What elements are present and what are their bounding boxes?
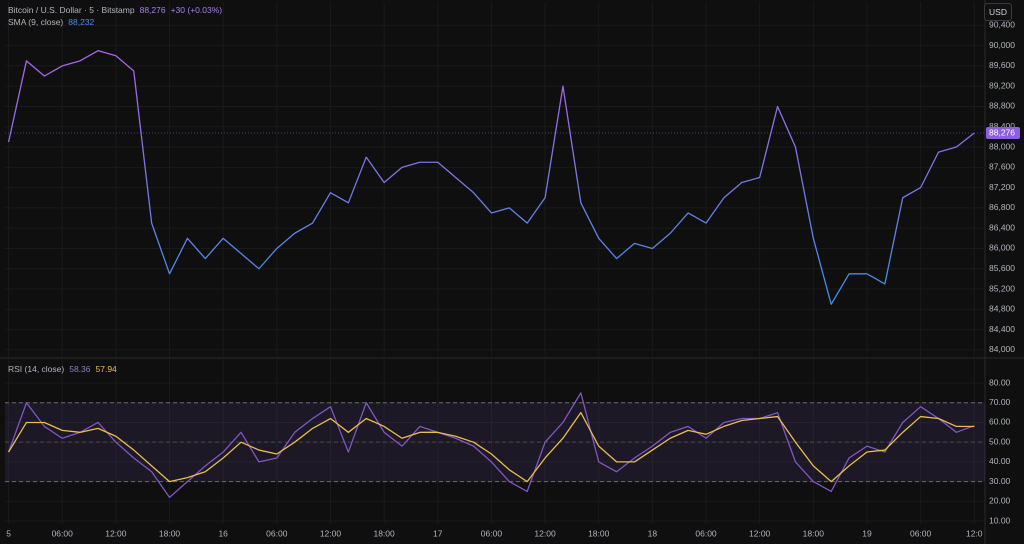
last-price-label: 88,276 [989, 127, 1015, 137]
sma-name: SMA (9, close) [8, 17, 64, 27]
y-tick-label: 50.00 [989, 436, 1011, 446]
series-line [8, 411, 975, 483]
x-tick-label: 12:00 [534, 528, 556, 538]
x-tick-label: 12:0 [966, 528, 983, 538]
rsi-name: RSI (14, close) [8, 364, 65, 374]
last-price-badge [986, 127, 1020, 140]
x-tick-label: 18:00 [588, 528, 610, 538]
series-line [7, 392, 975, 499]
sma-value: 88,232 [68, 17, 95, 27]
x-tick-label: 12:00 [320, 528, 342, 538]
rsi-legend: RSI (14, close) 58.36 57.94 [8, 364, 117, 374]
x-tick-label: 18:00 [159, 528, 181, 538]
x-tick-label: 06:00 [910, 528, 932, 538]
x-tick-label: 18 [648, 528, 658, 538]
y-tick-label: 84,000 [989, 344, 1015, 354]
y-tick-label: 84,800 [989, 304, 1015, 314]
y-tick-label: 80.00 [989, 377, 1011, 387]
x-tick-label: 17 [433, 528, 443, 538]
y-tick-label: 85,600 [989, 263, 1015, 273]
x-tick-label: 18:00 [373, 528, 395, 538]
y-tick-label: 85,200 [989, 283, 1015, 293]
last-price: 88,276 [139, 5, 166, 15]
y-tick-label: 84,400 [989, 324, 1015, 334]
y-tick-label: 20.00 [989, 496, 1011, 506]
x-tick-label: 06:00 [481, 528, 503, 538]
x-tick-label: 18:00 [803, 528, 825, 538]
y-tick-label: 10.00 [989, 515, 1011, 525]
series-line [7, 50, 975, 305]
y-tick-label: 86,800 [989, 202, 1015, 212]
price-legend: Bitcoin / U.S. Dollar · 5 · Bitstamp 88,… [8, 5, 222, 15]
y-tick-label: 89,200 [989, 80, 1015, 90]
y-tick-label: 90,000 [989, 40, 1015, 50]
x-tick-label: 5 [6, 528, 11, 538]
y-tick-label: 30.00 [989, 476, 1011, 486]
currency-button[interactable]: USD [984, 3, 1012, 21]
y-tick-label: 89,600 [989, 60, 1015, 70]
y-tick-label: 87,200 [989, 182, 1015, 192]
y-tick-label: 87,600 [989, 162, 1015, 172]
x-tick-label: 12:00 [749, 528, 771, 538]
x-tick-label: 06:00 [695, 528, 717, 538]
x-tick-label: 06:00 [52, 528, 74, 538]
y-tick-label: 86,000 [989, 243, 1015, 253]
y-tick-label: 88,400 [989, 121, 1015, 131]
rsi-value: 58.36 [69, 364, 91, 374]
y-tick-label: 86,400 [989, 222, 1015, 232]
rsi-ma-value: 57.94 [95, 364, 117, 374]
x-tick-label: 16 [218, 528, 228, 538]
price-change: +30 (+0.03%) [170, 5, 223, 15]
y-tick-label: 60.00 [989, 417, 1011, 427]
y-tick-label: 88,000 [989, 141, 1015, 151]
symbol-title: Bitcoin / U.S. Dollar · 5 · Bitstamp [8, 5, 135, 15]
y-tick-label: 88,800 [989, 101, 1015, 111]
y-tick-label: 90,400 [989, 20, 1015, 30]
sma-legend: SMA (9, close) 88,232 [8, 17, 94, 27]
y-tick-label: 70.00 [989, 397, 1011, 407]
x-tick-label: 19 [862, 528, 872, 538]
x-tick-label: 12:00 [105, 528, 127, 538]
x-tick-label: 06:00 [266, 528, 288, 538]
y-tick-label: 40.00 [989, 456, 1011, 466]
